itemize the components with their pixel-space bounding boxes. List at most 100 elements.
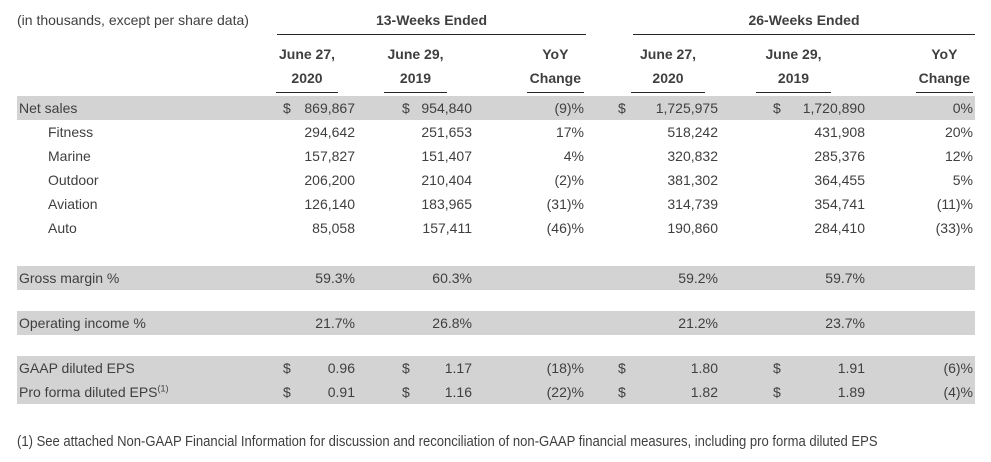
column-header-13w-yoy-change: YoY Change	[474, 41, 586, 93]
currency-symbol: $	[618, 384, 626, 400]
cell-yoy: (18)%	[474, 356, 586, 380]
row-operating-income: Operating income % 21.7% 26.8% 21.2% 23.…	[17, 311, 975, 335]
cell-value: $869,867	[257, 96, 357, 120]
cell-value: 210,404	[421, 172, 472, 188]
cell-value: 157,827	[304, 148, 355, 164]
cell-value: 21.7%	[257, 311, 357, 335]
cell-value: $1.89	[720, 380, 867, 404]
cell-value: 151,407	[421, 148, 472, 164]
cell-value: 206,200	[304, 172, 355, 188]
cell-value: $954,840	[357, 96, 474, 120]
row-auto: Auto 85,058 157,411 (46)% 190,860 284,41…	[17, 216, 975, 240]
cell-value: 183,965	[421, 196, 472, 212]
cell-yoy: (22)%	[474, 380, 586, 404]
currency-symbol: $	[618, 100, 626, 116]
cell-value: 431,908	[814, 124, 865, 140]
financial-results-table: (in thousands, except per share data) 13…	[17, 12, 975, 404]
cell-value: 190,860	[667, 220, 718, 236]
cell-value: 251,653	[421, 124, 472, 140]
cell-yoy: (6)%	[867, 356, 975, 380]
cell-yoy: (46)%	[546, 220, 584, 236]
row-gaap-diluted-eps: GAAP diluted EPS $0.96 $1.17 (18)% $1.80…	[17, 356, 975, 380]
cell-yoy: 0%	[867, 96, 975, 120]
cell-value: $1.17	[357, 356, 474, 380]
cell-value: 157,411	[422, 220, 472, 236]
cell-value: 60.3%	[357, 266, 474, 290]
row-aviation: Aviation 126,140 183,965 (31)% 314,739 3…	[17, 192, 975, 216]
cell-yoy: 12%	[944, 148, 973, 164]
cell-value: 59.3%	[257, 266, 357, 290]
row-label: Operating income %	[17, 311, 257, 335]
cell-value: 381,302	[667, 172, 718, 188]
group-header-cell-26-weeks: 26-Weeks Ended	[616, 12, 975, 41]
cell-yoy: (11)%	[936, 196, 973, 212]
column-header-26w-2020: June 27, 2020	[616, 41, 720, 93]
currency-symbol: $	[773, 100, 781, 116]
currency-symbol: $	[402, 360, 410, 376]
currency-symbol: $	[402, 384, 410, 400]
row-label: Aviation	[48, 196, 98, 212]
cell-value: 354,741	[814, 196, 865, 212]
row-label: Outdoor	[48, 172, 99, 188]
row-outdoor: Outdoor 206,200 210,404 (2)% 381,302 364…	[17, 168, 975, 192]
row-label: GAAP diluted EPS	[17, 356, 257, 380]
cell-value: $1.91	[720, 356, 867, 380]
group-header-row: (in thousands, except per share data) 13…	[17, 12, 975, 41]
cell-value: $1.80	[616, 356, 720, 380]
currency-symbol: $	[283, 384, 291, 400]
cell-yoy: (2)%	[554, 172, 584, 188]
cell-value: $1.82	[616, 380, 720, 404]
row-fitness: Fitness 294,642 251,653 17% 518,242 431,…	[17, 120, 975, 144]
row-label: Marine	[48, 148, 91, 164]
row-gross-margin: Gross margin % 59.3% 60.3% 59.2% 59.7%	[17, 266, 975, 290]
column-header-26w-yoy-change: YoY Change	[867, 41, 975, 93]
cell-value: 284,410	[814, 220, 865, 236]
cell-value: $1,725,975	[616, 96, 720, 120]
currency-symbol: $	[402, 100, 410, 116]
cell-yoy: 17%	[555, 124, 584, 140]
row-label: Pro forma diluted EPS(1)	[17, 380, 257, 404]
cell-yoy: (9)%	[474, 96, 586, 120]
currency-symbol: $	[618, 360, 626, 376]
column-header-row: June 27, 2020 June 29, 2019 YoY Change June…	[17, 41, 975, 93]
financial-results-table-container: (in thousands, except per share data) 13…	[17, 12, 975, 450]
row-net-sales: Net sales $869,867 $954,840 (9)% $1,725,…	[17, 96, 975, 120]
cell-yoy: (31)%	[546, 196, 584, 212]
cell-yoy: 5%	[952, 172, 973, 188]
column-header-13w-2020: June 27, 2020	[257, 41, 357, 93]
cell-value: 26.8%	[357, 311, 474, 335]
row-marine: Marine 157,827 151,407 4% 320,832 285,37…	[17, 144, 975, 168]
group-header-13-weeks: 13-Weeks Ended	[277, 12, 586, 35]
column-header-26w-2019: June 29, 2019	[720, 41, 867, 93]
table-caption: (in thousands, except per share data)	[17, 12, 249, 28]
row-label: Gross margin %	[17, 266, 257, 290]
group-spacer	[586, 12, 616, 41]
currency-symbol: $	[773, 384, 781, 400]
cell-value: 85,058	[312, 220, 355, 236]
row-pro-forma-diluted-eps: Pro forma diluted EPS(1) $0.91 $1.16 (22…	[17, 380, 975, 404]
currency-symbol: $	[283, 360, 291, 376]
cell-value: 285,376	[814, 148, 865, 164]
row-label: Auto	[48, 220, 77, 236]
cell-value: 21.2%	[616, 311, 720, 335]
footnote-marker: (1)	[157, 383, 169, 394]
cell-yoy: 20%	[944, 124, 973, 140]
cell-yoy: (33)%	[935, 220, 973, 236]
cell-value: 126,140	[304, 196, 355, 212]
group-header-26-weeks: 26-Weeks Ended	[633, 12, 975, 35]
cell-yoy: 4%	[563, 148, 584, 164]
cell-value: 59.2%	[616, 266, 720, 290]
cell-value: 518,242	[667, 124, 718, 140]
row-label: Net sales	[17, 96, 257, 120]
footnote: (1) See attached Non-GAAP Financial Info…	[17, 433, 878, 450]
cell-value: $1.16	[357, 380, 474, 404]
cell-value: 59.7%	[720, 266, 867, 290]
currency-symbol: $	[773, 360, 781, 376]
cell-value: 23.7%	[720, 311, 867, 335]
cell-value: 364,455	[814, 172, 865, 188]
group-header-cell-13-weeks: 13-Weeks Ended	[257, 12, 586, 41]
currency-symbol: $	[283, 100, 291, 116]
cell-value: 314,739	[667, 196, 718, 212]
row-label: Fitness	[48, 124, 94, 140]
cell-value: $1,720,890	[720, 96, 867, 120]
